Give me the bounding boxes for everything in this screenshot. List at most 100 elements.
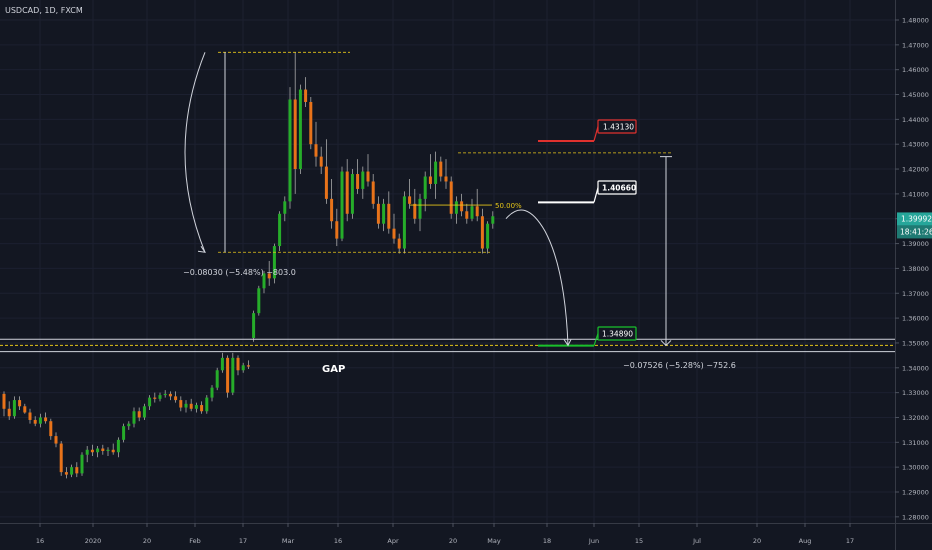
candle (278, 211, 282, 252)
candle-body (28, 412, 32, 420)
candle-body (101, 448, 105, 452)
time-tick-label: 16 (334, 537, 342, 545)
candle-body (397, 238, 401, 249)
level-callout-white[interactable]: 1.40660 (597, 180, 637, 195)
candle-body (454, 201, 458, 214)
time-axis[interactable]: 16 2020 20 Feb 17 Mar 16 Apr 20 May 18 Jun 15 Jul 20 Au… (36, 523, 854, 545)
candle (127, 421, 131, 430)
candle-body (293, 99, 297, 170)
level-line-green-leader (593, 333, 599, 346)
candle-body (23, 406, 27, 413)
candle-body (335, 221, 339, 239)
candle (106, 447, 110, 456)
candle (480, 208, 484, 254)
candle (158, 392, 162, 402)
candle-body (366, 171, 370, 182)
measure-right-label: −0.07526 (−5.28%) −752.6 (623, 361, 736, 370)
level-white-label: 1.40660 (602, 184, 636, 193)
price-tick-label: 1.36000 (902, 315, 929, 323)
price-tick-label: 1.45000 (902, 91, 929, 99)
candle-body (200, 405, 204, 412)
price-tick-label: 1.39000 (902, 240, 929, 248)
level-red-label: 1.43130 (603, 123, 634, 132)
time-tick-label: Aug (799, 537, 812, 545)
time-tick-label: May (487, 537, 501, 545)
time-tick-label: 20 (449, 537, 457, 545)
candle-body (470, 206, 474, 219)
candle (371, 174, 375, 209)
candle-body (434, 161, 438, 184)
candle-body (392, 228, 396, 239)
candle-body (33, 419, 37, 424)
price-tick-label: 1.28000 (902, 513, 929, 521)
candle (454, 196, 458, 224)
candle-body (44, 417, 48, 422)
candle-body (70, 467, 74, 475)
level-callout-red[interactable]: 1.43130 (597, 119, 637, 134)
candle-body (179, 400, 183, 408)
candle-body (319, 156, 323, 167)
candle (7, 401, 11, 420)
candle (319, 146, 323, 175)
candle-body (116, 439, 120, 453)
price-axis[interactable]: 1.48000 1.47000 1.46000 1.45000 1.44000 1.430… (895, 17, 929, 522)
time-tick-label: Jul (692, 537, 701, 545)
candle (470, 198, 474, 222)
candle-body (38, 417, 42, 424)
candle-body (54, 436, 58, 444)
candle (288, 87, 292, 209)
candle (54, 432, 58, 448)
candle (163, 390, 167, 398)
level-callout-green[interactable]: 1.34890 (597, 326, 637, 341)
candle-body (210, 387, 214, 398)
price-tick-label: 1.46000 (902, 66, 929, 74)
time-tick-label: Mar (282, 537, 295, 545)
level-line-red-leader (593, 126, 599, 142)
price-tick-label: 1.43000 (902, 141, 929, 149)
candle-body (350, 174, 354, 214)
candle-body (314, 144, 318, 157)
candle-body (226, 357, 230, 393)
candle-body (241, 365, 245, 371)
candle-body (142, 406, 146, 418)
time-tick-label: 17 (239, 537, 247, 545)
candle (64, 467, 68, 479)
candle (397, 233, 401, 254)
candle-body (163, 393, 167, 396)
candle (402, 191, 406, 254)
candle (220, 352, 224, 373)
price-tick-label: 1.32000 (902, 414, 929, 422)
candle (257, 285, 261, 316)
price-tick-label: 1.29000 (902, 488, 929, 496)
time-tick-label: 2020 (85, 537, 102, 545)
countdown-label: 18:41:26 (900, 227, 932, 236)
fib-50-label: 50.00% (495, 202, 522, 210)
candle (142, 403, 146, 420)
candle (382, 198, 386, 232)
candle-body (371, 181, 375, 204)
candle (324, 139, 328, 204)
candle-body (267, 273, 271, 279)
candle-body (246, 365, 250, 367)
candle (356, 159, 360, 194)
candle-body (465, 211, 469, 219)
candle (465, 203, 469, 224)
candle (298, 84, 302, 175)
candle (179, 396, 183, 412)
candle (231, 352, 235, 396)
candle-body (262, 273, 266, 289)
candle-body (288, 99, 292, 202)
price-tick-label: 1.35000 (902, 339, 929, 347)
candle-body (168, 393, 172, 397)
candle (194, 402, 198, 413)
candle (314, 121, 318, 167)
candle (205, 395, 209, 414)
candle (491, 211, 495, 229)
candle-body (59, 443, 63, 473)
last-price-box (897, 212, 932, 226)
drawings-layer (0, 51, 895, 353)
candle (350, 169, 354, 219)
price-tick-label: 1.47000 (902, 41, 929, 49)
